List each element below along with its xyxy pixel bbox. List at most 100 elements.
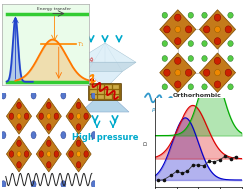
Circle shape bbox=[202, 12, 207, 18]
Circle shape bbox=[174, 38, 181, 45]
Text: $T_1$: $T_1$ bbox=[77, 40, 84, 49]
Circle shape bbox=[76, 140, 81, 146]
Polygon shape bbox=[74, 62, 136, 71]
Circle shape bbox=[17, 124, 21, 130]
Polygon shape bbox=[160, 53, 196, 92]
Circle shape bbox=[1, 92, 6, 99]
Circle shape bbox=[24, 113, 29, 119]
Polygon shape bbox=[199, 10, 235, 49]
Circle shape bbox=[214, 38, 221, 45]
Point bbox=[180, 172, 184, 175]
Polygon shape bbox=[6, 136, 31, 172]
Circle shape bbox=[17, 162, 21, 168]
Circle shape bbox=[1, 132, 6, 139]
Circle shape bbox=[47, 124, 51, 130]
Circle shape bbox=[214, 14, 221, 21]
Point bbox=[202, 164, 206, 167]
Circle shape bbox=[54, 151, 59, 157]
Circle shape bbox=[91, 181, 96, 188]
Circle shape bbox=[47, 140, 51, 146]
Circle shape bbox=[185, 69, 192, 76]
Circle shape bbox=[202, 84, 207, 90]
Circle shape bbox=[77, 151, 81, 157]
Circle shape bbox=[188, 41, 193, 46]
Text: Energy transfer: Energy transfer bbox=[37, 7, 71, 11]
Circle shape bbox=[61, 132, 66, 139]
Circle shape bbox=[164, 69, 170, 76]
Point bbox=[175, 170, 179, 173]
Circle shape bbox=[228, 84, 233, 90]
Point bbox=[234, 155, 238, 158]
Circle shape bbox=[24, 151, 29, 157]
Circle shape bbox=[188, 12, 193, 18]
Polygon shape bbox=[66, 136, 91, 172]
Circle shape bbox=[162, 12, 167, 18]
Circle shape bbox=[215, 26, 220, 33]
Bar bbox=[112, 84, 119, 89]
Bar bbox=[98, 84, 104, 89]
Polygon shape bbox=[160, 10, 196, 49]
Circle shape bbox=[188, 56, 193, 61]
Point bbox=[218, 158, 222, 161]
Point bbox=[185, 170, 189, 173]
Circle shape bbox=[91, 92, 96, 99]
Circle shape bbox=[203, 26, 210, 33]
Circle shape bbox=[76, 162, 81, 168]
Circle shape bbox=[162, 41, 167, 46]
Circle shape bbox=[164, 26, 170, 33]
Circle shape bbox=[162, 56, 167, 61]
Text: D: D bbox=[144, 141, 149, 145]
Circle shape bbox=[47, 162, 51, 168]
Bar bbox=[98, 94, 104, 99]
Circle shape bbox=[202, 56, 207, 61]
Circle shape bbox=[214, 81, 221, 88]
Circle shape bbox=[203, 69, 210, 76]
Circle shape bbox=[39, 151, 43, 157]
Circle shape bbox=[69, 151, 73, 157]
Circle shape bbox=[39, 113, 43, 119]
Circle shape bbox=[175, 70, 181, 76]
Point bbox=[196, 163, 200, 167]
Point bbox=[191, 164, 195, 167]
Bar bbox=[90, 90, 96, 94]
Circle shape bbox=[188, 84, 193, 90]
Circle shape bbox=[47, 151, 51, 157]
Polygon shape bbox=[66, 98, 91, 134]
Circle shape bbox=[174, 57, 181, 64]
Polygon shape bbox=[36, 98, 61, 134]
Bar bbox=[105, 84, 112, 89]
Circle shape bbox=[162, 84, 167, 90]
Circle shape bbox=[9, 151, 14, 157]
Circle shape bbox=[47, 102, 51, 109]
Bar bbox=[90, 84, 96, 89]
Circle shape bbox=[215, 70, 220, 76]
Circle shape bbox=[76, 124, 81, 130]
Circle shape bbox=[214, 57, 221, 64]
Polygon shape bbox=[199, 53, 235, 92]
Circle shape bbox=[202, 41, 207, 46]
Bar bbox=[112, 90, 119, 94]
Circle shape bbox=[228, 56, 233, 61]
Circle shape bbox=[225, 26, 232, 33]
Circle shape bbox=[84, 151, 88, 157]
Polygon shape bbox=[6, 98, 31, 134]
Point bbox=[229, 157, 233, 160]
Bar bbox=[105, 94, 112, 99]
Circle shape bbox=[17, 151, 21, 157]
Circle shape bbox=[31, 181, 36, 188]
Circle shape bbox=[225, 69, 232, 76]
Circle shape bbox=[9, 113, 14, 119]
Circle shape bbox=[61, 181, 66, 188]
Circle shape bbox=[91, 132, 96, 139]
Circle shape bbox=[76, 102, 81, 109]
Circle shape bbox=[228, 12, 233, 18]
Point bbox=[213, 160, 216, 163]
Circle shape bbox=[175, 26, 181, 33]
Polygon shape bbox=[74, 43, 136, 62]
Text: Strong emission: Strong emission bbox=[40, 20, 79, 47]
Circle shape bbox=[228, 41, 233, 46]
Polygon shape bbox=[81, 99, 129, 112]
Point bbox=[223, 155, 227, 158]
Circle shape bbox=[185, 26, 192, 33]
Text: Order
breaking: Order breaking bbox=[70, 50, 96, 71]
